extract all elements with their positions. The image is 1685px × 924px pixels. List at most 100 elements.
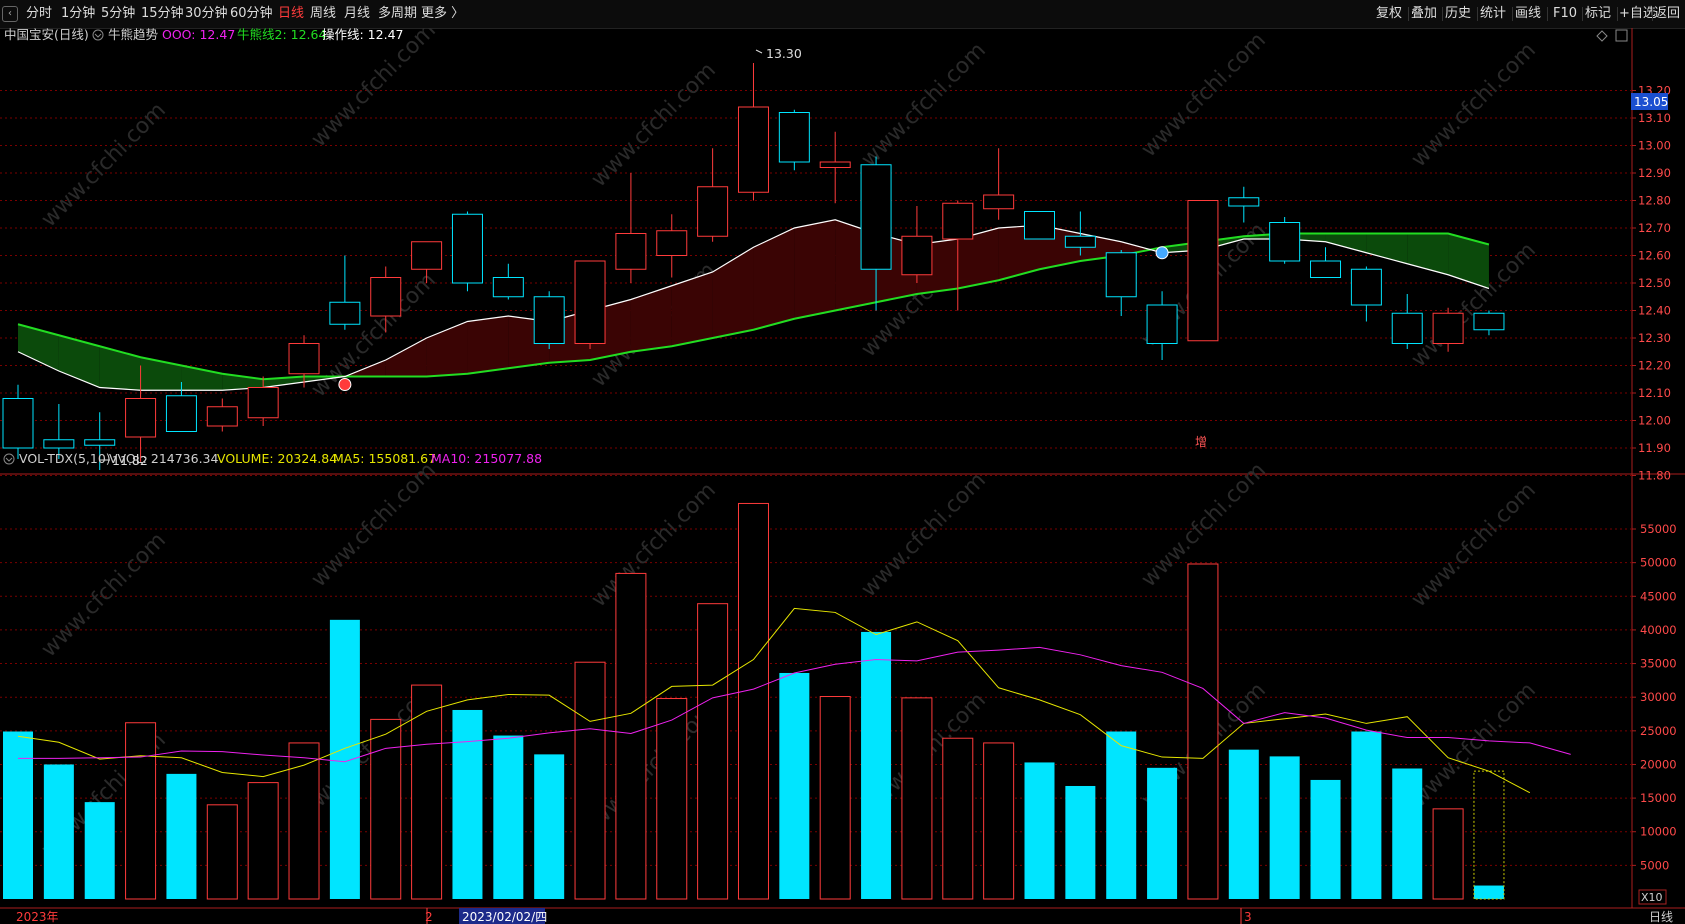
tab-5min[interactable]: 5分钟	[101, 6, 136, 21]
price-tick-label: 11.90	[1638, 441, 1671, 455]
buy-signal-icon[interactable]	[338, 378, 352, 391]
mark-button[interactable]: 标记	[1585, 6, 1612, 21]
period-label: 日线	[1649, 910, 1673, 924]
footer-month-3: 3	[1244, 910, 1252, 924]
trend-band-segment	[1121, 241, 1163, 256]
volume-bar	[861, 631, 892, 899]
tab-weekly[interactable]: 周线	[310, 6, 337, 21]
tab-1min[interactable]: 1分钟	[61, 6, 96, 21]
watermark-text: www.cfchi.com	[587, 478, 721, 612]
candle-body	[288, 343, 320, 375]
window-icon[interactable]	[1615, 29, 1628, 42]
volume-bar	[819, 696, 851, 900]
high-label: 13.30	[766, 46, 802, 61]
volume-bar	[1432, 808, 1464, 900]
chevron-left-icon[interactable]: ‹	[2, 6, 18, 22]
trend-band-segment	[1366, 233, 1408, 264]
add-watchlist-button[interactable]: +自选	[1619, 6, 1656, 21]
volume-tick-label: 35000	[1640, 657, 1677, 671]
candle-body	[1391, 312, 1423, 344]
candle-body	[125, 398, 157, 438]
f10-button[interactable]: F10	[1553, 6, 1578, 21]
watermark-text: www.cfchi.com	[1407, 38, 1541, 172]
sell-signal-icon[interactable]	[1155, 246, 1169, 260]
ma5-value: MA5: 155081.67	[333, 451, 436, 466]
watermark-text: www.cfchi.com	[587, 58, 721, 192]
signal-text: 增	[1195, 435, 1207, 449]
stock-title: 中国宝安(日线)	[4, 28, 89, 42]
volume-bar	[1106, 731, 1137, 899]
tab-30min[interactable]: 30分钟	[185, 6, 228, 21]
kline-chart[interactable]: www.cfchi.com www.cfchi.com www.cfchi.com w…	[0, 28, 1685, 924]
volume-bar	[901, 697, 933, 900]
candle-body	[1187, 200, 1219, 342]
volume-bar	[1310, 779, 1341, 899]
tab-daily[interactable]: 日线	[278, 6, 305, 21]
watermark-text: www.cfchi.com	[857, 38, 991, 172]
trend-band-segment	[222, 373, 264, 391]
crosshair-date: 2023/02/02/四	[462, 910, 547, 924]
tab-monthly[interactable]: 月线	[344, 6, 371, 21]
price-tick-label: 12.70	[1638, 221, 1671, 235]
tab-15min[interactable]: 15分钟	[141, 6, 184, 21]
volume-bar	[942, 737, 974, 900]
volume-bar	[1269, 756, 1300, 899]
price-tick-label: 12.60	[1638, 249, 1671, 263]
candle-body	[1310, 260, 1342, 278]
candle-body	[1105, 252, 1137, 298]
trend-band-segment	[671, 272, 713, 347]
volume-tick-label: 5000	[1640, 858, 1669, 872]
candle-body	[1269, 222, 1301, 262]
indicator-toggle-icon[interactable]	[92, 29, 104, 41]
tab-more[interactable]: 更多 〉	[421, 6, 465, 21]
candle-body	[533, 296, 565, 344]
volume-tick-label: 30000	[1640, 690, 1677, 704]
candle-body	[860, 164, 892, 270]
tab-60min[interactable]: 60分钟	[230, 6, 273, 21]
watermark-text: www.cfchi.com	[37, 528, 171, 662]
period-toolbar: ‹ 分时 1分钟 5分钟 15分钟 30分钟 60分钟 日线 周线 月线 多周期…	[0, 0, 1685, 29]
price-tick-label: 12.10	[1638, 386, 1671, 400]
volume-tick-label: 50000	[1640, 556, 1677, 570]
current-price-tag	[1631, 93, 1668, 110]
price-tick-label: 12.90	[1638, 166, 1671, 180]
back-button[interactable]: 返回	[1654, 6, 1681, 21]
volume-bar	[3, 731, 33, 899]
volume-bar	[1228, 749, 1259, 899]
candle-body	[1350, 268, 1382, 306]
volume-bar	[329, 619, 360, 899]
volume-bar	[534, 754, 565, 899]
candle-body	[411, 241, 443, 270]
volume-bar	[737, 502, 769, 900]
trend-band-segment	[99, 346, 141, 391]
footer-month-2: 2	[425, 910, 433, 924]
volume-toggle-icon[interactable]	[3, 453, 15, 465]
price-tick-label: 13.10	[1638, 111, 1671, 125]
trend-band-segment	[1448, 233, 1489, 289]
candle-body	[778, 112, 810, 163]
volume-bar	[697, 603, 729, 900]
ma5-line	[17, 607, 1531, 794]
tab-multi-period[interactable]: 多周期	[378, 6, 418, 21]
candle-body	[247, 387, 279, 419]
diamond-icon[interactable]	[1596, 30, 1608, 42]
volume-bar	[983, 742, 1015, 900]
volume-bar	[166, 773, 197, 899]
candle-body	[983, 194, 1015, 210]
trend-band-segment	[794, 219, 836, 319]
volume-bar	[1392, 768, 1423, 899]
candle-body	[1432, 312, 1464, 344]
overlay-button[interactable]: 叠加	[1411, 6, 1438, 21]
crosshair-date-box	[459, 908, 545, 924]
volume-tick-label: 45000	[1640, 589, 1677, 603]
stats-button[interactable]: 统计	[1480, 6, 1507, 21]
draw-button[interactable]: 画线	[1515, 6, 1542, 21]
fuquan-button[interactable]: 复权	[1376, 6, 1403, 21]
tab-fenshi[interactable]: 分时	[26, 6, 53, 21]
volume-indicator-name: VOL-TDX(5,10)	[19, 451, 111, 466]
high-marker	[755, 49, 763, 54]
trend-band-segment	[181, 365, 223, 391]
candle-body	[819, 161, 851, 168]
history-button[interactable]: 历史	[1445, 6, 1472, 21]
candle-body	[901, 235, 933, 276]
